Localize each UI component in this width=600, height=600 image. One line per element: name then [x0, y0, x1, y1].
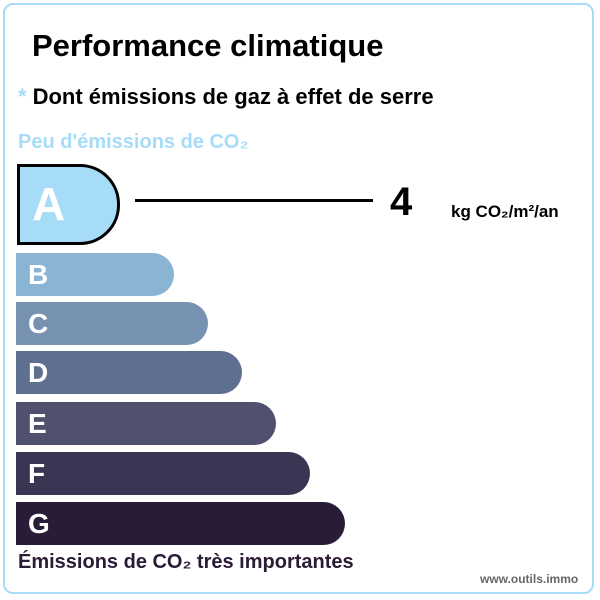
class-bar-d: D	[16, 351, 242, 394]
class-bar-f: F	[16, 452, 310, 495]
label-subtitle: * Dont émissions de gaz à effet de serre	[18, 84, 434, 110]
class-bar-g: G	[16, 502, 345, 545]
emission-unit: kg CO₂/m²/an	[451, 202, 559, 221]
class-bar-e: E	[16, 402, 276, 445]
class-bar-c: C	[16, 302, 208, 345]
low-emissions-label: Peu d'émissions de CO₂	[18, 131, 249, 153]
class-bar-b: B	[16, 253, 174, 296]
emission-value: 4	[390, 180, 413, 224]
watermark: www.outils.immo	[480, 572, 579, 586]
class-bar-a: A	[17, 164, 120, 245]
label-frame	[3, 3, 594, 594]
subtitle-text: Dont émissions de gaz à effet de serre	[32, 84, 434, 109]
value-pointer-line	[135, 199, 373, 202]
label-title: Performance climatique	[32, 28, 384, 63]
high-emissions-label: Émissions de CO₂ très importantes	[18, 551, 354, 573]
asterisk: *	[18, 84, 27, 109]
